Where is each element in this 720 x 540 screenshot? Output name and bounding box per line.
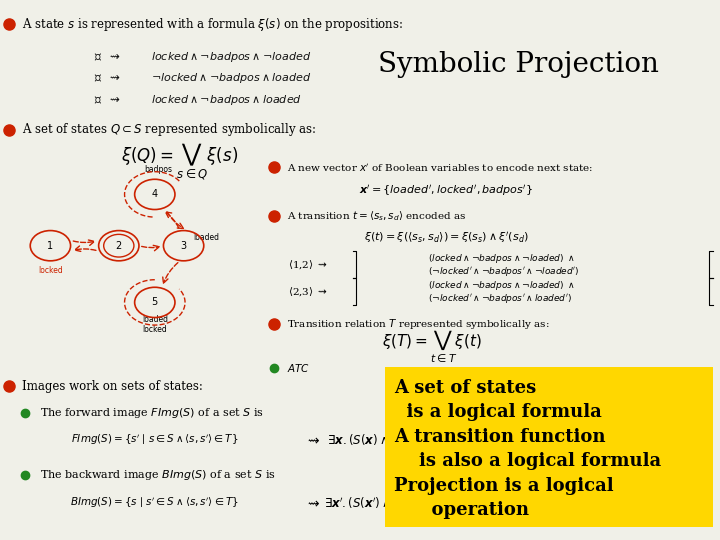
Text: ③  $\leadsto$: ③ $\leadsto$ <box>94 72 131 85</box>
Text: The forward image $FImg(S)$ of a set $S$ is: The forward image $FImg(S)$ of a set $S$… <box>40 406 264 420</box>
Text: $\mathit{ATC}$: $\mathit{ATC}$ <box>287 362 310 374</box>
Text: $FImg(S) = \{s' \mid s \in S \wedge \langle s,s'\rangle \in T\}$: $FImg(S) = \{s' \mid s \in S \wedge \lan… <box>71 433 238 447</box>
Text: A new vector $x'$ of Boolean variables to encode next state:: A new vector $x'$ of Boolean variables t… <box>287 161 593 173</box>
Text: 4: 4 <box>152 190 158 199</box>
Text: operation: operation <box>394 501 528 519</box>
Text: A set of states: A set of states <box>394 379 536 397</box>
Text: $(\mathit{locked} \wedge \neg\mathit{badpos} \wedge \neg\mathit{loaded})\ \wedge: $(\mathit{locked} \wedge \neg\mathit{bad… <box>428 279 575 292</box>
Text: $\xi(t) = \xi(\langle s_s, s_d\rangle) = \xi(s_s) \wedge \xi'(s_d)$: $\xi(t) = \xi(\langle s_s, s_d\rangle) =… <box>364 230 528 245</box>
Text: is also a logical formula: is also a logical formula <box>394 453 661 470</box>
Text: The backward image $BImg(S)$ of a set $S$ is: The backward image $BImg(S)$ of a set $S… <box>40 468 275 482</box>
Text: $\xi(Q) = \bigvee_{s \in Q} \xi(s)$: $\xi(Q) = \bigvee_{s \in Q} \xi(s)$ <box>122 141 238 183</box>
Text: Transition relation $T$ represented symbolically as:: Transition relation $T$ represented symb… <box>287 317 549 331</box>
FancyBboxPatch shape <box>385 367 713 526</box>
Text: $\leadsto$: $\leadsto$ <box>305 433 321 447</box>
Text: loaded
locked: loaded locked <box>142 315 168 334</box>
Text: $\neg\mathit{locked} \wedge \neg\mathit{badpos} \wedge \mathit{loaded}$: $\neg\mathit{locked} \wedge \neg\mathit{… <box>151 71 312 85</box>
Text: $\xi(T) = \bigvee_{t \in T} \xi(t)$: $\xi(T) = \bigvee_{t \in T} \xi(t)$ <box>382 329 482 365</box>
Text: $BImg(S) = \{s \mid s' \in S \wedge \langle s,s'\rangle \in T\}$: $BImg(S) = \{s \mid s' \in S \wedge \lan… <box>71 496 239 510</box>
Text: locked: locked <box>38 266 63 275</box>
Text: A transition $t = \langle s_s, s_d \rangle$ encoded as: A transition $t = \langle s_s, s_d \rang… <box>287 209 466 223</box>
Text: A state $s$ is represented with a formula $\xi(s)$ on the propositions:: A state $s$ is represented with a formul… <box>22 16 402 33</box>
Text: $\leadsto$: $\leadsto$ <box>305 496 321 510</box>
Text: is a logical formula: is a logical formula <box>394 403 602 421</box>
Text: 3: 3 <box>181 241 186 251</box>
Text: ①  $\leadsto$: ① $\leadsto$ <box>94 50 131 63</box>
Text: Projection is a logical: Projection is a logical <box>394 477 613 495</box>
Text: badpos: badpos <box>145 165 172 174</box>
Text: ⟨2,3⟩ $\leadsto$: ⟨2,3⟩ $\leadsto$ <box>288 285 328 298</box>
Text: $\exists \boldsymbol{x}'.(S(\boldsymbol{x}') \wedge T(\boldsymbol{x},\boldsymbol: $\exists \boldsymbol{x}'.(S(\boldsymbol{… <box>325 496 438 511</box>
Text: 1: 1 <box>48 241 53 251</box>
Text: 2: 2 <box>116 241 122 251</box>
Text: $\exists \boldsymbol{x}.(S(\boldsymbol{x}) \wedge T(\boldsymbol{x},\boldsymbol{x: $\exists \boldsymbol{x}.(S(\boldsymbol{x… <box>327 433 436 448</box>
Text: A transition function: A transition function <box>394 428 606 445</box>
Text: ⟨1,2⟩ $\leadsto$: ⟨1,2⟩ $\leadsto$ <box>288 258 328 271</box>
Text: $(\mathit{locked} \wedge \neg\mathit{badpos} \wedge \neg\mathit{loaded})\ \wedge: $(\mathit{locked} \wedge \neg\mathit{bad… <box>428 252 575 265</box>
Text: Symbolic Projection: Symbolic Projection <box>378 51 659 78</box>
Text: $(\neg\mathit{locked'} \wedge \neg\mathit{badpos'} \wedge \neg\mathit{loaded'})$: $(\neg\mathit{locked'} \wedge \neg\mathi… <box>428 265 580 278</box>
Text: $\mathit{locked} \wedge \neg\mathit{badpos} \wedge \neg\mathit{loaded}$: $\mathit{locked} \wedge \neg\mathit{badp… <box>151 50 312 64</box>
Text: 5: 5 <box>152 298 158 307</box>
Text: $\boldsymbol{x}' = \{loaded', locked', badpos'\}$: $\boldsymbol{x}' = \{loaded', locked', b… <box>359 183 534 198</box>
Text: ⑤  $\leadsto$: ⑤ $\leadsto$ <box>94 93 131 106</box>
Text: loaded: loaded <box>194 233 220 242</box>
Text: Images work on sets of states:: Images work on sets of states: <box>22 380 202 393</box>
Text: $(\neg\mathit{locked'} \wedge \neg\mathit{badpos'} \wedge \mathit{loaded'})$: $(\neg\mathit{locked'} \wedge \neg\mathi… <box>428 292 572 305</box>
Text: $\mathit{locked} \wedge \neg\mathit{badpos} \wedge \mathit{loaded}$: $\mathit{locked} \wedge \neg\mathit{badp… <box>151 93 302 107</box>
Text: A set of states $Q \subset S$ represented symbolically as:: A set of states $Q \subset S$ represente… <box>22 121 316 138</box>
